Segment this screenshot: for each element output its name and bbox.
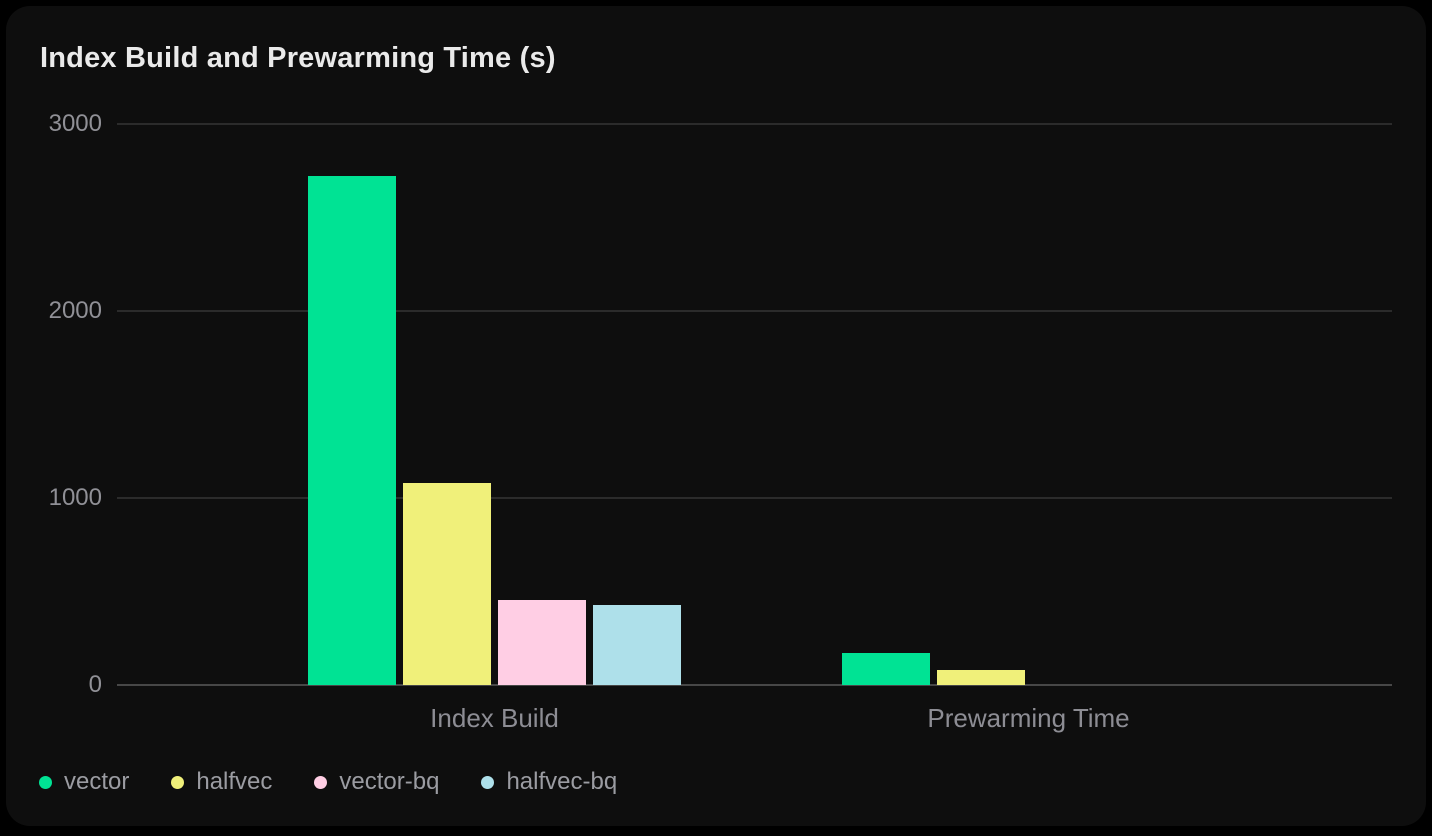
gridline-1000 xyxy=(117,497,1392,499)
bar-halfvec-prewarming-time xyxy=(937,670,1025,685)
legend-dot-icon xyxy=(481,775,495,789)
legend-item-vector[interactable]: vector xyxy=(39,768,129,796)
y-tick-label-0: 0 xyxy=(88,671,102,698)
bar-vector-bq-index-build xyxy=(498,600,586,685)
y-tick-label-1000: 1000 xyxy=(48,484,102,511)
bar-halfvec-bq-index-build xyxy=(593,605,681,685)
bar-vector-prewarming-time xyxy=(842,653,930,685)
legend-dot-icon xyxy=(39,775,52,789)
chart-legend: vector halfvec vector-bq halfvec-bq xyxy=(39,768,617,796)
x-category-label-prewarming-time: Prewarming Time xyxy=(927,703,1130,733)
legend-label: vector-bq xyxy=(339,768,440,795)
legend-dot-icon xyxy=(314,775,328,789)
legend-label: halfvec xyxy=(196,768,273,795)
gridline-2000 xyxy=(117,310,1392,312)
legend-item-vector-bq[interactable]: vector-bq xyxy=(314,768,439,796)
gridline-0 xyxy=(117,684,1392,686)
legend-dot-icon xyxy=(171,775,185,789)
legend-label: halfvec-bq xyxy=(506,768,618,795)
x-category-label-index-build: Index Build xyxy=(430,703,559,733)
chart-card xyxy=(6,6,1426,826)
y-tick-label-2000: 2000 xyxy=(48,297,102,324)
legend-item-halfvec-bq[interactable]: halfvec-bq xyxy=(481,768,617,796)
bar-halfvec-index-build xyxy=(403,483,491,685)
chart-title: Index Build and Prewarming Time (s) xyxy=(40,42,556,74)
bar-vector-index-build xyxy=(308,176,396,685)
legend-label: vector xyxy=(64,768,130,795)
gridline-3000 xyxy=(117,123,1392,125)
legend-item-halfvec[interactable]: halfvec xyxy=(171,768,272,796)
y-tick-label-3000: 3000 xyxy=(48,110,102,137)
